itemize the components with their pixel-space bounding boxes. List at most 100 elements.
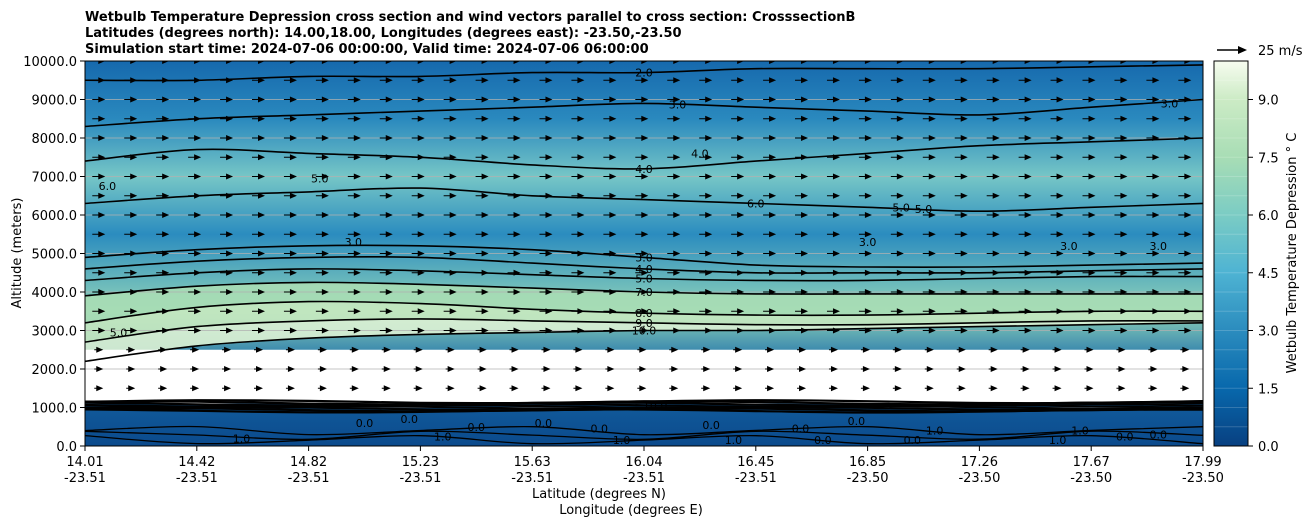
wind-vector-head xyxy=(1024,135,1032,141)
wind-vector xyxy=(763,289,777,295)
wind-vector-head xyxy=(385,212,393,218)
colorbar-tick-label: 9.0 xyxy=(1258,94,1279,109)
wind-vector xyxy=(539,154,553,161)
wind-vector xyxy=(699,115,713,122)
wind-vector-head xyxy=(321,61,329,64)
wind-vector xyxy=(347,327,361,334)
wind-vector xyxy=(667,96,681,103)
wind-vector xyxy=(860,385,870,392)
wind-vector-head xyxy=(162,77,170,84)
wind-vector-head xyxy=(958,346,966,353)
wind-vector-head xyxy=(1150,346,1158,353)
wind-vector xyxy=(1082,289,1096,295)
wind-vector xyxy=(251,135,265,141)
wind-vector-head xyxy=(769,212,777,218)
wind-vector xyxy=(1146,77,1160,84)
wind-vector xyxy=(315,96,329,103)
wind-vector-head xyxy=(960,308,968,315)
contour-label: 0.0 xyxy=(356,417,374,430)
wind-vector xyxy=(251,115,265,122)
wind-vector-head xyxy=(257,192,265,199)
wind-vector-head xyxy=(958,385,966,392)
wind-vector-head xyxy=(769,96,777,103)
wind-vector xyxy=(763,231,777,238)
wind-vector-head xyxy=(801,61,809,64)
wind-vector xyxy=(283,77,297,84)
wind-vector xyxy=(443,212,457,218)
wind-vector xyxy=(731,308,745,315)
y-tick-label: 4000.0 xyxy=(32,286,78,301)
wind-vector-head xyxy=(98,173,106,180)
wind-vector-head xyxy=(1120,96,1128,103)
wind-vector-head xyxy=(1088,308,1096,315)
wind-vector-head xyxy=(928,327,936,334)
wind-vector xyxy=(603,269,617,276)
wind-vector-head xyxy=(673,173,681,180)
wind-vector-head xyxy=(194,192,202,199)
wind-vector-head xyxy=(928,154,936,161)
wind-vector-head xyxy=(226,212,234,218)
wind-vector-head xyxy=(98,308,106,315)
wind-vector xyxy=(92,308,106,315)
wind-vector-head xyxy=(832,135,840,141)
wind-vector-head xyxy=(639,366,647,372)
wind-vector-head xyxy=(673,269,681,276)
wind-vector-head xyxy=(864,289,872,295)
wind-vector xyxy=(986,327,1000,334)
wind-vector xyxy=(541,366,551,372)
wind-vector-head xyxy=(289,154,297,161)
y-tick-label: 7000.0 xyxy=(32,171,78,186)
wind-vector-head xyxy=(1184,269,1192,276)
wind-vector-head xyxy=(928,96,936,103)
wind-vector-head xyxy=(162,173,170,180)
wind-vector xyxy=(285,346,295,353)
wind-vector-head xyxy=(479,366,487,372)
wind-vector xyxy=(1018,135,1032,141)
wind-vector xyxy=(795,173,809,180)
wind-vector-head xyxy=(1088,135,1096,141)
colorbar-label: Wetbulb Temperature Depression ° C xyxy=(1285,133,1300,374)
wind-vector xyxy=(1050,154,1064,161)
wind-vector-head xyxy=(832,212,840,218)
wind-vector xyxy=(1050,135,1064,141)
wind-vector-head xyxy=(577,289,585,295)
wind-vector-head xyxy=(385,231,393,238)
wind-vector xyxy=(1050,250,1064,257)
wind-vector-head xyxy=(1120,212,1128,218)
wind-vector-head xyxy=(194,135,202,141)
wind-vector xyxy=(1114,173,1128,180)
wind-vector xyxy=(124,96,138,103)
wind-vector-head xyxy=(1182,346,1190,353)
wind-vector-head xyxy=(321,231,329,238)
wind-vector xyxy=(509,366,519,372)
wind-vector xyxy=(349,346,359,353)
x-tick-label-lon: -23.51 xyxy=(64,471,106,486)
wind-vector-head xyxy=(255,366,263,372)
wind-vector-head xyxy=(194,61,202,64)
wind-vector xyxy=(315,289,329,295)
wind-vector xyxy=(1178,231,1192,238)
wind-vector-head xyxy=(481,308,489,315)
wind-vector xyxy=(475,212,489,218)
wind-vector xyxy=(699,61,713,64)
wind-vector xyxy=(1178,77,1192,84)
wind-vector-head xyxy=(449,173,457,180)
wind-vector-head xyxy=(1152,289,1160,295)
wind-vector-head xyxy=(447,385,455,392)
wind-vector xyxy=(892,346,902,353)
wind-vector-head xyxy=(1024,173,1032,180)
wind-vector-head xyxy=(575,366,583,372)
wind-vector xyxy=(539,289,553,295)
wind-vector-head xyxy=(1088,77,1096,84)
wind-vector xyxy=(731,269,745,276)
wind-vector-head xyxy=(287,385,295,392)
wind-vector-head xyxy=(703,385,711,392)
wind-vector-head xyxy=(130,289,138,295)
contour-label: 1.0 xyxy=(1049,434,1067,447)
wind-vector-head xyxy=(671,385,679,392)
wind-vector-head xyxy=(98,269,106,276)
wind-vector-head xyxy=(673,96,681,103)
y-tick-label: 6000.0 xyxy=(32,209,78,224)
wind-vector-head xyxy=(385,327,393,334)
